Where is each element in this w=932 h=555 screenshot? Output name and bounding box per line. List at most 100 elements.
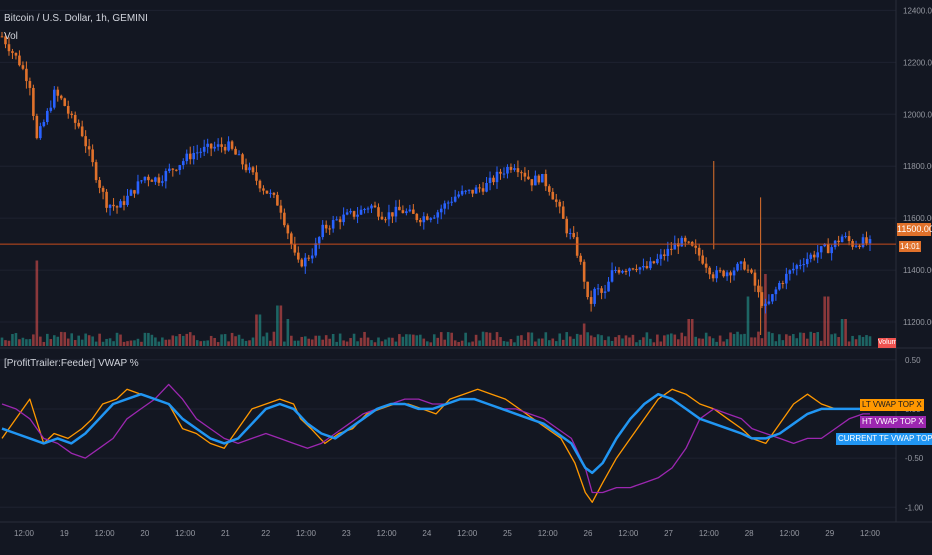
symbol-title[interactable]: Bitcoin / U.S. Dollar, 1h, GEMINI (4, 13, 148, 24)
candle-body[interactable] (541, 174, 544, 183)
candle-body[interactable] (112, 204, 115, 207)
candle-body[interactable] (119, 201, 122, 208)
candle-body[interactable] (63, 98, 67, 106)
candle-body[interactable] (840, 236, 844, 243)
candle-body[interactable] (739, 261, 743, 264)
candle-body[interactable] (478, 187, 481, 189)
candle-body[interactable] (610, 270, 614, 282)
candle-body[interactable] (561, 206, 565, 219)
candle-body[interactable] (697, 247, 701, 256)
candle-body[interactable] (683, 237, 687, 242)
candle-body[interactable] (861, 237, 865, 247)
candle-body[interactable] (122, 201, 126, 205)
candle-body[interactable] (460, 190, 464, 195)
candle-body[interactable] (673, 243, 677, 250)
candle-body[interactable] (272, 192, 276, 195)
candle-body[interactable] (265, 190, 269, 194)
candle-body[interactable] (105, 191, 108, 208)
candle-body[interactable] (844, 236, 847, 238)
candle-body[interactable] (837, 240, 840, 243)
candle-body[interactable] (506, 166, 509, 174)
candle-body[interactable] (792, 268, 795, 271)
candle-body[interactable] (785, 273, 788, 284)
candle-body[interactable] (181, 161, 185, 166)
candle-body[interactable] (209, 143, 213, 149)
candle-body[interactable] (750, 269, 753, 273)
candle-body[interactable] (579, 255, 582, 262)
candle-body[interactable] (694, 245, 698, 248)
candle-body[interactable] (408, 209, 412, 212)
candle-body[interactable] (621, 271, 624, 273)
candle-body[interactable] (819, 246, 823, 253)
candle-body[interactable] (248, 167, 251, 171)
candle-body[interactable] (436, 212, 440, 218)
candle-body[interactable] (314, 243, 318, 256)
candle-body[interactable] (21, 65, 25, 69)
candle-body[interactable] (481, 188, 485, 192)
candle-body[interactable] (297, 252, 300, 260)
candle-body[interactable] (359, 209, 363, 215)
candle-body[interactable] (854, 245, 858, 247)
candle-body[interactable] (589, 297, 593, 304)
candle-body[interactable] (554, 199, 558, 202)
candle-body[interactable] (363, 209, 366, 211)
candle-body[interactable] (387, 212, 391, 220)
candle-body[interactable] (502, 173, 506, 175)
candle-body[interactable] (32, 87, 35, 116)
candle-body[interactable] (199, 151, 202, 153)
candle-body[interactable] (492, 177, 495, 183)
candle-body[interactable] (230, 141, 234, 149)
candle-body[interactable] (356, 214, 359, 217)
candle-body[interactable] (603, 291, 607, 293)
candle-body[interactable] (168, 168, 171, 172)
candle-body[interactable] (446, 202, 450, 204)
candle-body[interactable] (617, 269, 621, 273)
candle-body[interactable] (830, 247, 833, 254)
candle-body[interactable] (80, 126, 84, 137)
candle-body[interactable] (94, 162, 98, 181)
candle-body[interactable] (687, 241, 691, 243)
indicator-title[interactable]: [ProfitTrailer:Feeder] VWAP % (4, 358, 139, 369)
candle-body[interactable] (98, 180, 101, 188)
candle-body[interactable] (154, 177, 157, 182)
candle-body[interactable] (101, 187, 105, 192)
candle-body[interactable] (732, 270, 736, 276)
candle-body[interactable] (544, 174, 548, 187)
candle-body[interactable] (593, 288, 596, 304)
candle-body[interactable] (425, 216, 429, 220)
candle-body[interactable] (223, 146, 227, 151)
price-axis-ticks[interactable]: 12400.00 12200.00 12000.00 11800.00 11600.00… (903, 6, 932, 327)
candle-body[interactable] (303, 257, 307, 267)
candle-body[interactable] (624, 271, 628, 273)
candle-body[interactable] (195, 152, 199, 154)
candle-body[interactable] (415, 213, 419, 220)
candle-body[interactable] (631, 268, 635, 270)
candle-body[interactable] (582, 261, 586, 282)
candle-body[interactable] (572, 233, 575, 238)
candle-body[interactable] (596, 288, 600, 290)
candle-body[interactable] (530, 179, 534, 186)
candle-body[interactable] (816, 252, 820, 258)
candle-body[interactable] (858, 245, 861, 247)
candlestick-series[interactable] (0, 31, 872, 336)
candle-body[interactable] (767, 301, 771, 304)
candle-body[interactable] (432, 217, 436, 219)
candle-body[interactable] (826, 244, 830, 254)
candle-body[interactable] (656, 258, 659, 264)
candle-body[interactable] (600, 288, 603, 293)
candle-body[interactable] (802, 264, 806, 266)
vwap-series-line[interactable] (1, 392, 870, 475)
candle-body[interactable] (659, 254, 663, 259)
candle-body[interactable] (258, 180, 262, 189)
candle-body[interactable] (753, 272, 757, 286)
candle-body[interactable] (391, 212, 394, 217)
candle-body[interactable] (234, 148, 237, 155)
candle-body[interactable] (84, 136, 87, 147)
candle-body[interactable] (77, 122, 80, 127)
candle-body[interactable] (352, 211, 356, 217)
candle-body[interactable] (788, 270, 792, 274)
candle-body[interactable] (746, 269, 750, 271)
candle-body[interactable] (328, 228, 331, 230)
candle-body[interactable] (42, 122, 46, 127)
